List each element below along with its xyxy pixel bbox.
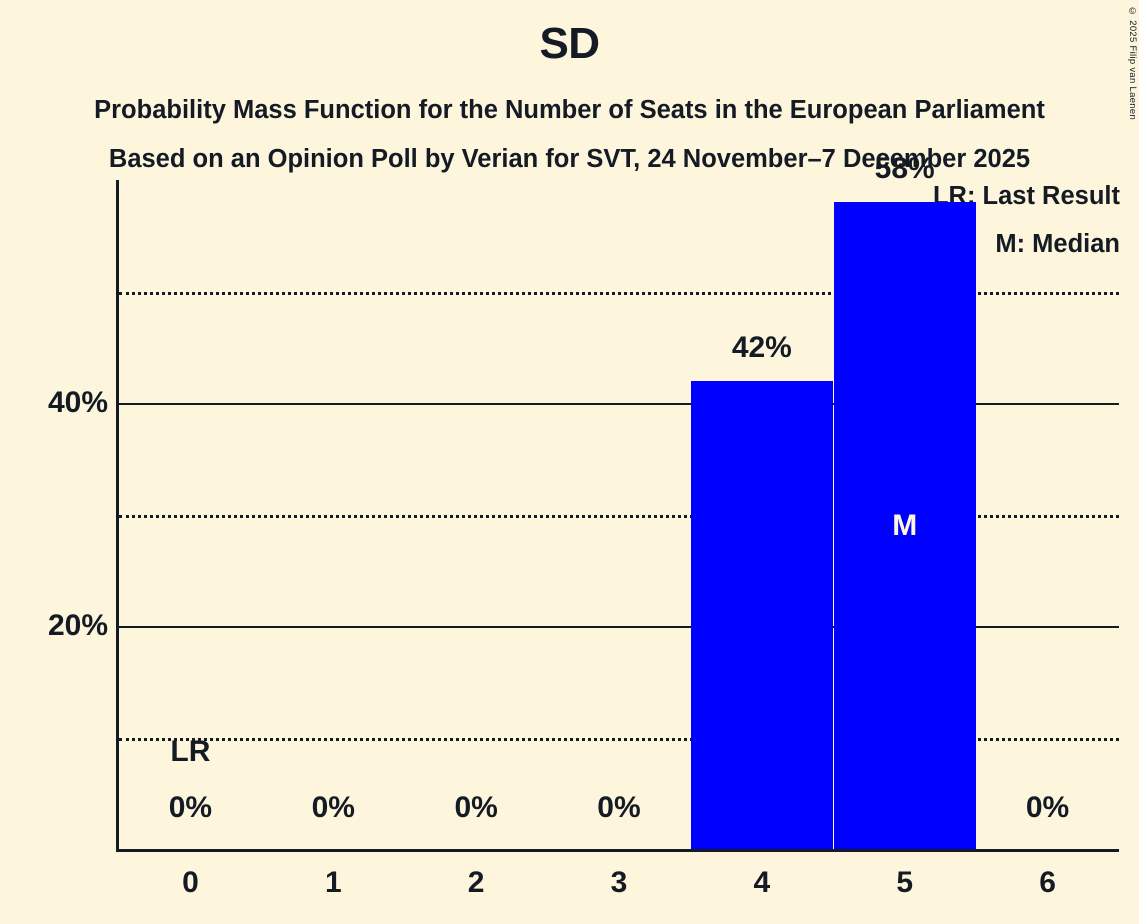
last-result-marker: LR xyxy=(170,735,211,768)
y-axis-tick-label: 40% xyxy=(47,386,108,419)
x-axis-tick-label-0: 0 xyxy=(182,866,199,899)
value-label-1: 0% xyxy=(311,791,355,824)
chart-subtitle: Probability Mass Function for the Number… xyxy=(94,96,1045,124)
x-axis-tick-label-1: 1 xyxy=(324,866,342,899)
x-axis-tick-label-2: 2 xyxy=(467,866,485,899)
copyright-notice: © 2025 Filip van Laenen xyxy=(1127,6,1138,121)
gridline-dotted xyxy=(119,737,1119,741)
legend-item-median: M: Median xyxy=(995,229,1120,258)
page-title: SD xyxy=(539,19,600,68)
x-axis-tick-label-5: 5 xyxy=(896,866,914,899)
gridline-dotted xyxy=(119,291,1119,295)
x-axis-tick-label-4: 4 xyxy=(753,866,771,899)
value-label-6: 0% xyxy=(1025,791,1070,824)
value-label-4: 42% xyxy=(731,330,792,364)
value-label-2: 0% xyxy=(454,791,498,824)
median-marker: M xyxy=(892,508,918,542)
bar-4[interactable] xyxy=(690,380,833,849)
y-axis-tick-label: 20% xyxy=(47,609,108,642)
value-label-0: 0% xyxy=(168,791,213,824)
plot-area: 20% 40% M 0% LR 0% 0% 0% 42% 58% 0% xyxy=(48,154,1119,852)
x-axis-tick-label-6: 6 xyxy=(1039,866,1056,899)
chart-source-line: Based on an Opinion Poll by Verian for S… xyxy=(108,144,1031,173)
gridline-dotted xyxy=(119,514,1119,518)
bar-5[interactable]: M xyxy=(833,202,976,849)
value-label-3: 0% xyxy=(597,791,641,824)
x-axis-line xyxy=(116,849,1119,852)
gridline-solid xyxy=(119,626,1119,628)
chart-title-block: SD Probability Mass Function for the Num… xyxy=(0,0,1139,172)
value-label-5: 58% xyxy=(874,152,935,186)
gridline-solid xyxy=(119,403,1119,405)
y-axis-line xyxy=(116,180,119,852)
x-axis-tick-label-3: 3 xyxy=(610,866,628,899)
